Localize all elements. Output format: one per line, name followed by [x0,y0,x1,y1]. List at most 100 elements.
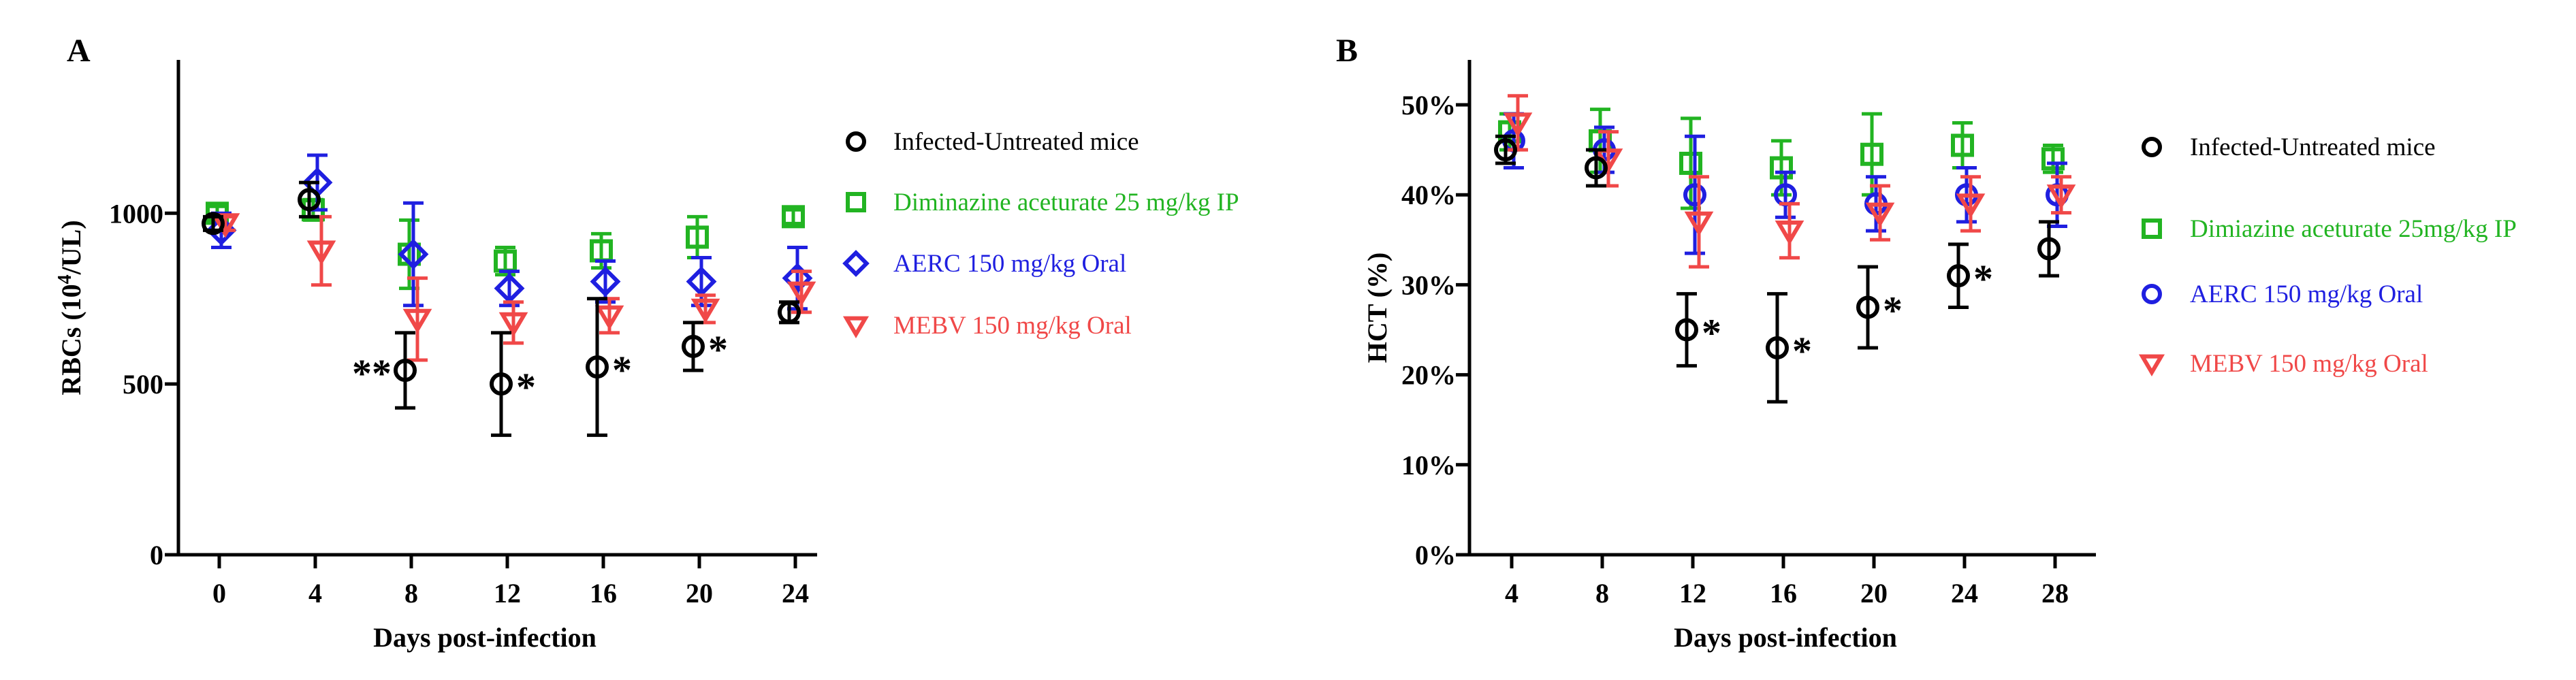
panel-a-data-point [398,239,429,270]
panel-a-data-point [786,281,816,306]
panel-b: B 4 8 12 16 20 24 28 0% 10% 20% 30% 40% 50% * * * * Da… [1336,33,2517,653]
panel-b-data-point [1679,151,1702,175]
panel-b-x-tick-label: 8 [1595,578,1609,609]
panel-b-data-point [1494,138,1517,162]
panel-a-y-axis-title: RBCs (104/UL) [54,220,86,395]
panel-a-legend-label-2: AERC 150 mg/kg Oral [893,250,1126,278]
panel-a-data-point [394,359,417,383]
panel-b-series-3 [1503,94,2076,269]
panel-a-x-tick-label: 20 [686,578,713,609]
panel-a-data-point [590,266,621,297]
panel-a-data-point [778,300,801,324]
panel-b-significance-star: * [1792,329,1812,373]
panel-a-data-point [586,355,609,379]
panel-b-y-axis-title: HCT (%) [1362,253,1393,363]
panel-b-x-tick-label: 28 [2041,578,2069,609]
panel-b-legend-label-0: Infected-Untreated mice [2190,133,2436,161]
panel-a-x-tick-label: 12 [494,578,521,609]
panel-a-letter: A [67,33,91,69]
panel-b-y-tick-label: 50% [1401,90,1456,120]
panel-a-legend-marker-0 [846,131,866,152]
panel-b-y-tick-label: 30% [1401,270,1456,300]
panel-a-x-tick-label: 8 [404,578,418,609]
panel-a-data-point [402,308,432,334]
panel-b-data-point [1683,183,1706,207]
panel-b-data-point [1766,336,1789,359]
panel-a-significance-star: ** [352,351,392,395]
panel-b-legend-marker-1 [2142,218,2162,239]
panel-a-legend-marker-1 [846,192,866,212]
panel-a-series-1 [206,197,805,291]
panel-b-data-point [1675,318,1698,342]
panel-b-significance-star: * [1973,257,1993,301]
panel-b-data-point [2037,237,2061,261]
panel-a-series-2 [206,153,813,311]
panel-b-x-axis-title: Days post-infection [1674,622,1897,653]
panel-a-data-point [490,372,513,396]
panel-b-data-point [1865,202,1895,227]
panel-a-legend: Infected-Untreated mice Diminazine acetur… [842,128,1239,340]
panel-b-data-point [1956,193,1986,218]
panel-b-data-marks: * * * * [1494,94,2076,404]
panel-a-x-tick-labels: 0 4 8 12 16 20 24 [212,555,809,609]
panel-a-y-tick-label: 0 [150,540,163,570]
panel-a-legend-marker-3 [842,316,870,339]
panel-b-data-point [1951,133,1974,157]
panel-a-significance-star: * [516,365,536,409]
panel-a-y-title-sup: 4 [54,274,76,284]
panel-b-x-tick-label: 20 [1860,578,1888,609]
panel-b-data-point [1585,156,1608,180]
panel-a-data-point [210,213,240,238]
panel-b-y-tick-label: 10% [1401,450,1456,481]
panel-b-series-1 [1498,108,2065,210]
panel-a-data-point [686,225,709,249]
panel-a-data-point [298,188,321,212]
panel-b-y-ticks: 0% 10% 20% 30% 40% 50% [1401,90,1469,570]
panel-b-data-point [2046,184,2076,210]
panel-a-y-tick-label: 1000 [109,198,163,229]
panel-b-legend-marker-0 [2142,137,2162,157]
panel-a-data-point [782,263,813,294]
panel-a-y-title-rest: /UL) [56,220,86,275]
panel-b-data-point [1770,156,1793,180]
panel-b-legend-label-1: Dimiazine aceturate 25mg/kg IP [2190,215,2517,243]
panel-a-data-point [782,205,805,229]
panel-b-y-tick-label: 0% [1415,540,1456,570]
panel-b-series-0: * * * * [1494,134,2061,404]
panel-a-data-point [202,212,225,236]
panel-b-legend-marker-2 [2142,284,2162,304]
panel-b-legend-marker-3 [2138,354,2165,377]
panel-a-legend-marker-2 [842,250,870,277]
panel-b-data-point [1503,112,1533,137]
panel-b-y-tick-label: 20% [1401,360,1456,391]
panel-b-legend-label-2: AERC 150 mg/kg Oral [2190,280,2423,308]
panel-a-data-marks: ** * * * [202,153,816,437]
panel-b-data-point [1856,295,1879,319]
panel-b-significance-star: * [1883,288,1903,332]
panel-a-series-0: ** * * * [202,180,801,437]
panel-b-x-tick-label: 16 [1770,578,1797,609]
panel-a-data-point [498,312,528,338]
panel-b-letter: B [1336,33,1358,69]
panel-b-x-tick-labels: 4 8 12 16 20 24 28 [1505,555,2069,609]
panel-a-legend-label-0: Infected-Untreated mice [893,128,1139,156]
panel-b-legend-label-3: MEBV 150 mg/kg Oral [2190,350,2428,378]
panel-a-significance-star: * [708,327,728,372]
panel-b-legend: Infected-Untreated mice Dimiazine acetura… [2138,133,2517,378]
panel-b-y-tick-label: 40% [1401,180,1456,210]
panel-a-legend-label-3: MEBV 150 mg/kg Oral [893,312,1132,340]
panel-a-y-tick-label: 500 [123,369,163,400]
panel-b-data-point [1775,221,1804,246]
panel-b-significance-star: * [1702,311,1721,355]
panel-b-x-tick-label: 12 [1679,578,1706,609]
panel-b-data-point [1860,142,1883,166]
panel-a-data-point [682,334,705,358]
panel-a-x-axis-title: Days post-infection [373,622,597,653]
panel-b-data-point [1947,264,1970,288]
panel-a-data-point [690,298,720,323]
panel-b-data-point [2041,147,2065,171]
panel-a-data-point [594,305,624,331]
panel-a-x-tick-label: 16 [590,578,617,609]
